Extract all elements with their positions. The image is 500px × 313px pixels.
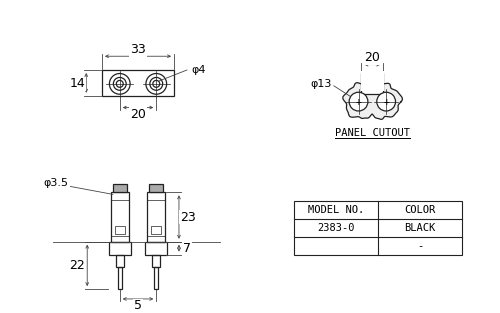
Bar [362,73,383,94]
Bar [294,201,462,254]
Circle shape [377,92,396,111]
Text: 14: 14 [70,77,85,90]
Bar [148,192,165,242]
Text: 22: 22 [70,259,85,272]
Text: φ13: φ13 [310,79,332,89]
Bar [152,254,160,267]
Text: MODEL NO.: MODEL NO. [308,205,364,215]
Bar [146,242,167,254]
Text: BLACK: BLACK [404,223,436,233]
Bar [150,184,163,192]
Bar [362,73,383,94]
Text: 5: 5 [134,299,142,312]
Text: φ4: φ4 [192,65,206,75]
Text: 23: 23 [180,211,196,223]
Text: φ3.5: φ3.5 [44,177,68,187]
Text: 20: 20 [364,51,380,64]
Polygon shape [343,81,402,119]
Text: 33: 33 [130,43,146,56]
Bar [360,70,384,91]
Circle shape [349,92,368,111]
Text: PANEL CUTOUT: PANEL CUTOUT [335,128,410,138]
Text: +: + [356,97,362,107]
Bar [118,267,122,289]
Text: -: - [417,241,424,251]
Text: 2383-0: 2383-0 [318,223,355,233]
Bar [113,184,126,192]
Bar [116,254,124,267]
Text: +: + [383,97,389,107]
Bar [115,226,124,234]
Text: 20: 20 [130,108,146,121]
Bar [154,267,158,289]
Bar [111,192,128,242]
Bar [152,226,161,234]
Bar [102,70,174,96]
Text: 7: 7 [183,242,191,255]
Bar [109,242,130,254]
Text: COLOR: COLOR [404,205,436,215]
